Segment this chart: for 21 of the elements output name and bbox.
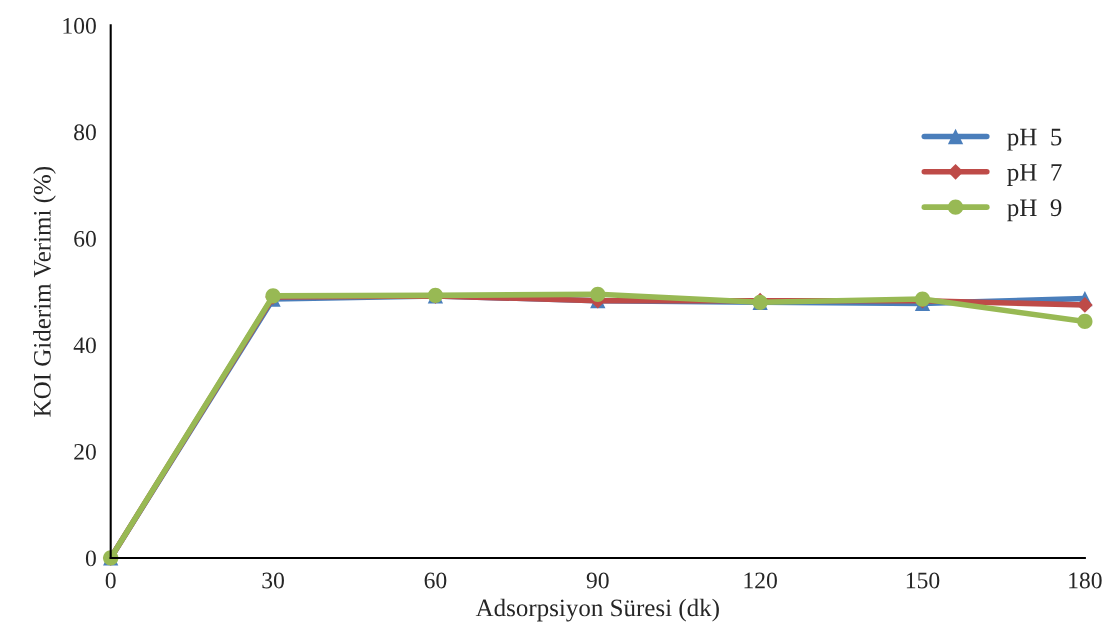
x-axis-title: Adsorpsiyon Süresi (dk) — [475, 598, 719, 622]
legend-label: pH 9 — [1007, 199, 1062, 222]
y-tick-label: 0 — [85, 550, 96, 567]
y-axis-title: KOI Giderim Verimi (%) — [33, 166, 56, 417]
legend-label: pH 5 — [1007, 128, 1062, 151]
y-tick-label: 40 — [73, 337, 96, 354]
point — [1077, 297, 1093, 313]
y-tick-label: 80 — [74, 124, 96, 141]
x-tick-label: 150 — [906, 572, 940, 589]
y-tick-label: 60 — [74, 230, 96, 247]
x-tick-label: 60 — [424, 572, 447, 589]
x-tick-label: 30 — [262, 572, 284, 589]
x-tick-label: 180 — [1069, 572, 1102, 589]
y-tick-label: 20 — [74, 443, 96, 460]
point — [590, 286, 606, 302]
x-tick-label: 90 — [586, 572, 609, 589]
point — [1077, 313, 1093, 330]
y-tick-label: 100 — [63, 17, 96, 34]
x-tick-label: 0 — [105, 572, 116, 589]
legend-label: pH 7 — [1007, 164, 1062, 186]
x-tick-label: 120 — [744, 572, 777, 589]
